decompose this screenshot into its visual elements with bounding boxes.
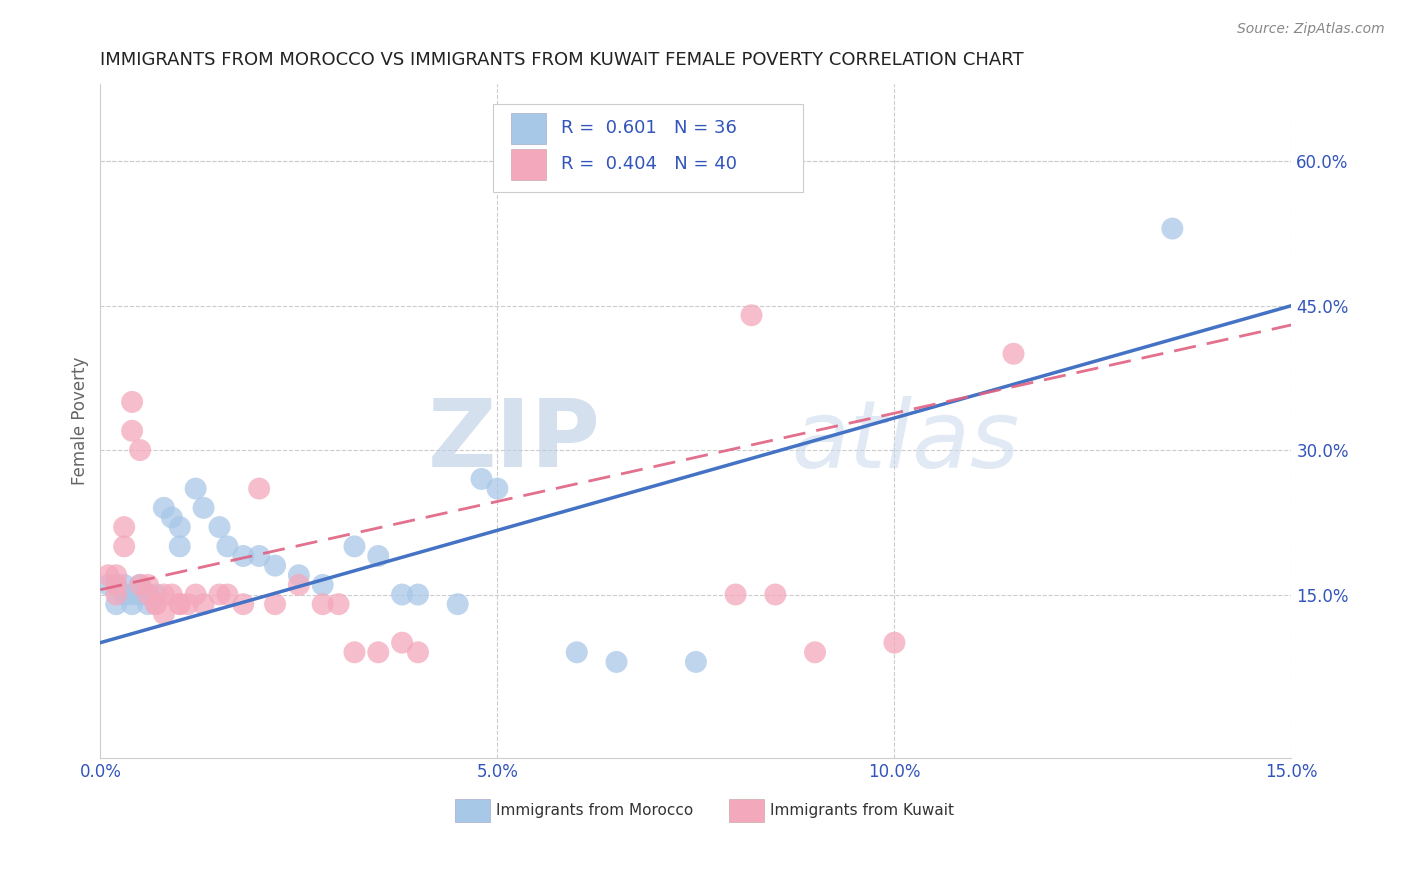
Point (169, 597, 191, 611)
Point (97, 568, 120, 582)
Point (153, 607, 176, 621)
Point (264, 597, 287, 611)
FancyBboxPatch shape (494, 104, 803, 192)
Point (247, 549, 270, 563)
Text: Immigrants from Morocco: Immigrants from Morocco (496, 804, 693, 818)
Text: atlas: atlas (792, 396, 1019, 487)
Point (232, 597, 254, 611)
Point (343, 540, 366, 554)
Point (193, 500, 215, 515)
Point (121, 588, 143, 602)
Point (804, 645, 827, 659)
FancyBboxPatch shape (512, 149, 546, 180)
Text: R =  0.601   N = 36: R = 0.601 N = 36 (561, 119, 737, 137)
Point (160, 510, 183, 524)
Point (129, 443, 152, 458)
Point (247, 482, 270, 496)
Point (169, 520, 191, 534)
Point (105, 597, 128, 611)
Point (169, 597, 191, 611)
Point (685, 655, 707, 669)
Point (208, 520, 231, 534)
Point (447, 597, 470, 611)
Point (470, 472, 492, 486)
Point (112, 520, 135, 534)
Point (288, 568, 311, 582)
Point (232, 549, 254, 563)
Text: ZIP: ZIP (427, 395, 600, 487)
Point (145, 597, 167, 611)
Point (105, 578, 128, 592)
Text: Immigrants from Kuwait: Immigrants from Kuwait (769, 804, 953, 818)
Point (105, 578, 128, 592)
Point (312, 597, 335, 611)
Point (136, 588, 159, 602)
Point (129, 578, 152, 592)
Point (565, 645, 588, 659)
Point (208, 588, 231, 602)
Point (160, 588, 183, 602)
Point (367, 645, 389, 659)
Point (406, 645, 429, 659)
Point (1161, 221, 1184, 235)
Point (1002, 347, 1025, 361)
Point (605, 655, 627, 669)
Point (105, 588, 128, 602)
Point (169, 540, 191, 554)
Point (121, 597, 143, 611)
Text: IMMIGRANTS FROM MOROCCO VS IMMIGRANTS FROM KUWAIT FEMALE POVERTY CORRELATION CHA: IMMIGRANTS FROM MOROCCO VS IMMIGRANTS FR… (100, 51, 1024, 69)
Point (724, 588, 747, 602)
Point (153, 500, 176, 515)
Point (129, 588, 152, 602)
Point (406, 588, 429, 602)
Point (136, 588, 159, 602)
Point (193, 597, 215, 611)
Point (136, 578, 159, 592)
Point (112, 588, 135, 602)
FancyBboxPatch shape (730, 799, 763, 822)
Point (391, 588, 413, 602)
Point (176, 597, 198, 611)
Point (129, 578, 152, 592)
FancyBboxPatch shape (512, 113, 546, 145)
Point (153, 588, 176, 602)
Point (184, 588, 207, 602)
Point (145, 588, 167, 602)
Point (184, 482, 207, 496)
Point (97, 578, 120, 592)
Text: R =  0.404   N = 40: R = 0.404 N = 40 (561, 155, 737, 173)
Point (145, 597, 167, 611)
Point (105, 568, 128, 582)
Point (328, 597, 350, 611)
Point (740, 308, 762, 322)
Point (391, 635, 413, 649)
Point (312, 578, 335, 592)
Point (217, 540, 239, 554)
Text: Source: ZipAtlas.com: Source: ZipAtlas.com (1237, 22, 1385, 37)
Point (763, 588, 786, 602)
Point (112, 540, 135, 554)
Point (367, 549, 389, 563)
Point (883, 635, 905, 649)
Point (136, 597, 159, 611)
Point (343, 645, 366, 659)
Point (112, 578, 135, 592)
Point (288, 578, 311, 592)
Point (486, 482, 509, 496)
Point (121, 424, 143, 438)
Point (264, 558, 287, 573)
Y-axis label: Female Poverty: Female Poverty (72, 357, 89, 485)
FancyBboxPatch shape (456, 799, 489, 822)
Point (217, 588, 239, 602)
Point (121, 395, 143, 409)
